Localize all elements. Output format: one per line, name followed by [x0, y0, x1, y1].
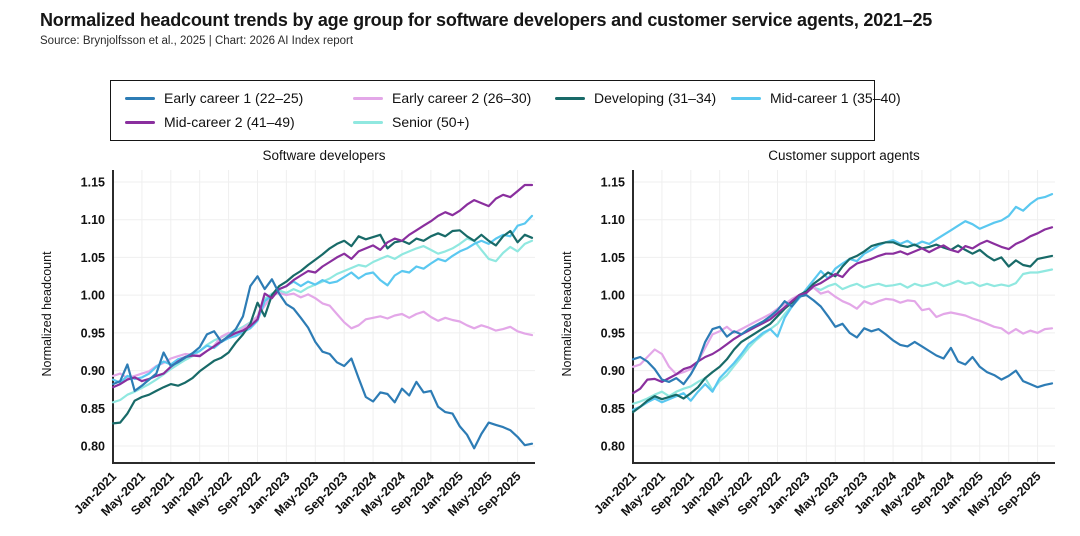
legend-line-swatch: [125, 120, 155, 124]
y-tick-label: 0.90: [81, 364, 105, 378]
y-tick-label: 1.05: [601, 251, 625, 265]
series-line-early-career-1-22-25: [111, 275, 534, 450]
y-tick-label: 1.15: [81, 176, 105, 190]
legend: Early career 1 (22–25) Early career 2 (2…: [110, 80, 901, 141]
series-line-developing-31-34: [111, 229, 534, 425]
legend-line-swatch: [353, 97, 383, 101]
y-tick-label: 0.85: [601, 402, 625, 416]
legend-item-mid-career-2: Mid-career 2 (41–49): [125, 114, 353, 132]
y-tick-label: 0.80: [601, 440, 625, 454]
legend-line-swatch: [353, 120, 383, 124]
legend-line-swatch: [125, 97, 155, 101]
chart-title: Customer support agents: [768, 148, 920, 163]
y-tick-label: 0.90: [601, 364, 625, 378]
software-developers-chart-svg: 0.800.850.900.951.001.051.101.15Jan-2021…: [40, 148, 535, 519]
legend-item-label: Mid-career 1 (35–40): [770, 90, 901, 106]
y-tick-label: 1.15: [601, 176, 625, 190]
y-tick-label: 0.95: [81, 326, 105, 340]
series-line-early-career-2-26-30: [631, 286, 1054, 376]
legend-item-label: Mid-career 2 (41–49): [164, 113, 295, 130]
customer-support-agents-chart: 0.80 0.85 0.90 0.95 1.00 1.05 1.10 1.15 Jan-2021…: [556, 146, 1061, 536]
series-line-early-career-1-22-25: [631, 294, 1054, 389]
series-line-mid-career-2-41-49: [631, 226, 1054, 395]
y-tick-label: 1.00: [81, 289, 105, 303]
legend-line-swatch: [731, 97, 761, 101]
legend-item-early-career-1: Early career 1 (22–25): [125, 90, 353, 108]
legend-item-label: Early career 2 (26–30): [392, 90, 532, 106]
y-tick-label: 1.10: [81, 213, 105, 227]
legend-item-developing: Developing (31–34): [555, 90, 731, 108]
series-line-senior-50: [631, 268, 1054, 405]
y-axis-label: Normalized headcount: [40, 251, 54, 377]
y-tick-label: 1.00: [601, 289, 625, 303]
legend-item-label: Developing (31–34): [594, 90, 717, 106]
y-tick-label: 0.95: [601, 326, 625, 340]
y-tick-label: 1.10: [601, 213, 625, 227]
y-axis-label: Normalized headcount: [560, 251, 574, 377]
series-line-developing-31-34: [631, 241, 1054, 414]
series-line-early-career-2-26-30: [111, 291, 534, 380]
y-tick-label: 0.85: [81, 402, 105, 416]
page-title: Normalized headcount trends by age group…: [40, 10, 933, 30]
legend-item-senior: Senior (50+): [353, 114, 555, 132]
legend-item-label: Senior (50+): [392, 113, 470, 130]
legend-item-mid-career-1: Mid-career 1 (35–40): [731, 90, 901, 108]
series-line-senior-50: [111, 237, 534, 404]
legend-line-swatch: [555, 97, 585, 101]
source-line: Source: Brynjolfsson et al., 2025 | Char…: [40, 35, 354, 47]
software-developers-chart: 0.80 0.85 0.90 0.95 1.00 1.05 1.10 1.15 Jan-2021…: [36, 146, 541, 536]
y-tick-label: 1.05: [81, 251, 105, 265]
series-line-mid-career-1-35-40: [631, 192, 1054, 411]
legend-item-early-career-2: Early career 2 (26–30): [353, 90, 555, 108]
chart-title: Software developers: [262, 148, 385, 163]
legend-item-label: Early career 1 (22–25): [164, 90, 304, 106]
y-tick-label: 0.80: [81, 440, 105, 454]
customer-support-agents-chart-svg: 0.800.850.900.951.001.051.101.15Jan-2021…: [560, 148, 1055, 519]
